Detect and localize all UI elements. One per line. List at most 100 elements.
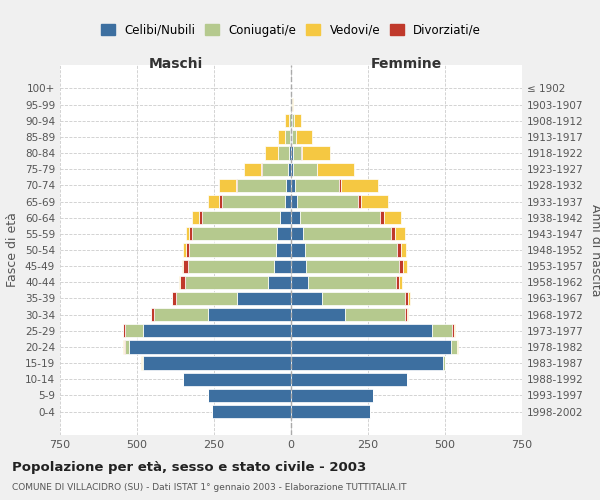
Bar <box>202 211 280 224</box>
Bar <box>188 260 274 273</box>
Bar <box>125 324 143 338</box>
Bar <box>293 146 301 160</box>
Bar <box>308 276 396 289</box>
Bar <box>142 356 143 370</box>
Bar <box>291 179 295 192</box>
Bar <box>401 244 406 256</box>
Bar <box>291 356 443 370</box>
Bar <box>190 244 275 256</box>
Bar <box>304 227 391 240</box>
Bar <box>454 324 455 338</box>
Bar <box>293 162 317 176</box>
Text: Femmine: Femmine <box>371 58 442 71</box>
Bar <box>291 114 292 128</box>
Bar <box>180 276 185 289</box>
Bar <box>296 130 312 143</box>
Bar <box>341 179 378 192</box>
Bar <box>278 130 285 143</box>
Bar <box>280 211 291 224</box>
Bar <box>452 324 454 338</box>
Bar <box>208 389 291 402</box>
Bar <box>185 227 189 240</box>
Bar <box>183 372 291 386</box>
Bar <box>185 244 190 256</box>
Bar <box>286 179 291 192</box>
Bar <box>294 114 301 128</box>
Bar <box>457 340 458 353</box>
Bar <box>405 308 407 321</box>
Bar <box>307 260 399 273</box>
Bar <box>291 146 293 160</box>
Bar <box>261 162 262 176</box>
Bar <box>291 98 292 111</box>
Bar <box>292 130 296 143</box>
Bar <box>124 340 125 353</box>
Bar <box>179 276 180 289</box>
Bar <box>400 276 402 289</box>
Bar <box>286 114 289 128</box>
Bar <box>405 292 408 305</box>
Bar <box>222 195 285 208</box>
Bar <box>317 162 354 176</box>
Bar <box>358 195 361 208</box>
Bar <box>183 244 185 256</box>
Bar <box>189 227 193 240</box>
Bar <box>300 211 380 224</box>
Bar <box>291 130 292 143</box>
Bar <box>361 195 388 208</box>
Bar <box>407 308 409 321</box>
Bar <box>322 292 405 305</box>
Bar <box>291 292 322 305</box>
Bar <box>451 340 457 353</box>
Bar <box>288 162 291 176</box>
Bar <box>193 227 277 240</box>
Bar <box>291 405 370 418</box>
Bar <box>278 146 289 160</box>
Bar <box>291 260 307 273</box>
Bar <box>291 308 345 321</box>
Bar <box>292 114 294 128</box>
Bar <box>199 211 202 224</box>
Bar <box>295 179 340 192</box>
Text: Maschi: Maschi <box>148 58 203 71</box>
Bar <box>391 227 395 240</box>
Bar <box>289 146 291 160</box>
Bar <box>291 324 432 338</box>
Bar <box>183 260 188 273</box>
Bar <box>237 179 286 192</box>
Bar <box>277 227 291 240</box>
Bar <box>345 308 405 321</box>
Bar <box>397 244 401 256</box>
Bar <box>340 179 341 192</box>
Bar <box>130 340 291 353</box>
Bar <box>285 130 290 143</box>
Bar <box>182 260 183 273</box>
Bar <box>291 227 304 240</box>
Bar <box>305 244 397 256</box>
Bar <box>290 130 291 143</box>
Bar <box>296 195 358 208</box>
Bar <box>262 162 288 176</box>
Bar <box>185 276 268 289</box>
Bar <box>291 340 451 353</box>
Bar <box>143 324 291 338</box>
Bar <box>237 292 291 305</box>
Bar <box>408 292 410 305</box>
Bar <box>244 162 261 176</box>
Bar <box>384 211 401 224</box>
Bar <box>236 179 237 192</box>
Bar <box>291 211 300 224</box>
Bar <box>218 179 236 192</box>
Bar <box>291 389 373 402</box>
Bar <box>154 308 208 321</box>
Y-axis label: Fasce di età: Fasce di età <box>7 212 19 288</box>
Bar <box>291 195 296 208</box>
Bar <box>380 211 384 224</box>
Bar <box>275 244 291 256</box>
Bar <box>268 276 291 289</box>
Bar <box>172 292 176 305</box>
Bar <box>125 340 130 353</box>
Bar <box>151 308 154 321</box>
Bar <box>290 98 291 111</box>
Bar <box>123 324 125 338</box>
